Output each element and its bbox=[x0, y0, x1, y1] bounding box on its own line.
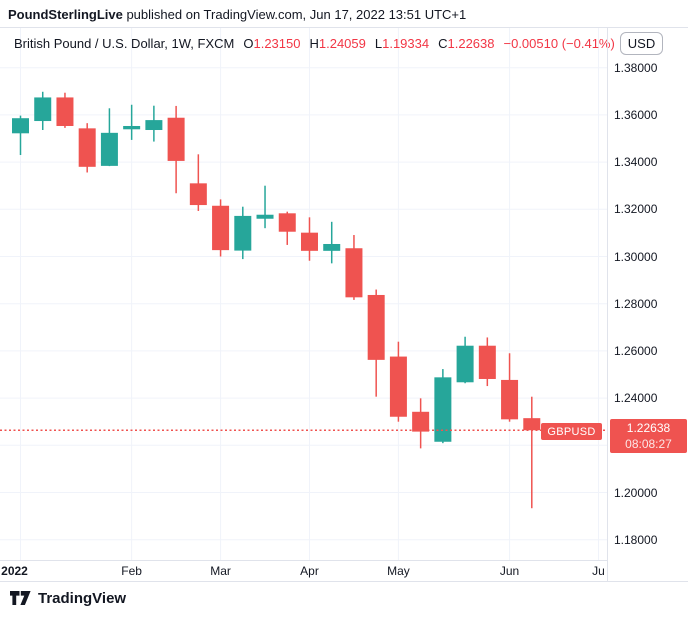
time-axis-label-2022: 2022 bbox=[1, 564, 28, 578]
price-axis-label: 1.20000 bbox=[614, 485, 658, 500]
chart-top-border bbox=[0, 27, 688, 28]
price-axis-label: 1.38000 bbox=[614, 60, 658, 75]
price-line-symbol-badge: GBPUSD bbox=[541, 423, 602, 441]
legend-c-value: C1.22638 bbox=[438, 36, 495, 51]
time-axis-label-apr: Apr bbox=[300, 564, 319, 578]
current-price-badge: 1.22638 08:08:27 bbox=[610, 419, 687, 454]
legend-ohlc-values: O1.23150 H1.24059 L1.19334 C1.22638 bbox=[243, 36, 494, 51]
current-price-value: 1.22638 bbox=[626, 421, 671, 436]
time-axis-label-feb: Feb bbox=[121, 564, 142, 578]
time-axis-border bbox=[0, 560, 607, 561]
time-axis-label-jun: Jun bbox=[499, 564, 520, 578]
legend-l-value: L1.19334 bbox=[374, 36, 430, 51]
price-axis-label: 1.32000 bbox=[614, 202, 658, 217]
legend-change: −0.00510 (−0.41%) bbox=[503, 36, 615, 51]
currency-toggle-button[interactable]: USD bbox=[620, 32, 663, 55]
publisher-name: PoundSterlingLive bbox=[8, 7, 123, 22]
tradingview-logo-link[interactable]: TradingView bbox=[10, 590, 126, 607]
symbol-title[interactable]: British Pound / U.S. Dollar, 1W, FXCM bbox=[14, 36, 235, 51]
price-axis-border bbox=[607, 27, 608, 582]
chart-bottom-border bbox=[0, 581, 688, 582]
price-axis-label: 1.18000 bbox=[614, 532, 658, 547]
price-axis-label: 1.34000 bbox=[614, 155, 658, 170]
time-axis-label-mar: Mar bbox=[210, 564, 231, 578]
price-axis-label: 1.26000 bbox=[614, 343, 658, 358]
publish-info: published on TradingView.com, Jun 17, 20… bbox=[122, 7, 467, 22]
price-axis[interactable]: 1.38000 1.36000 1.34000 1.32000 1.30000 1.280… bbox=[608, 28, 688, 560]
tradingview-icon bbox=[10, 591, 31, 605]
legend-h-value: H1.24059 bbox=[309, 36, 366, 51]
legend-o-value: O1.23150 bbox=[243, 36, 301, 51]
time-axis[interactable]: 2022 Feb Mar Apr May Jun Ju bbox=[0, 561, 688, 581]
tradingview-logo-text: TradingView bbox=[38, 590, 127, 607]
time-axis-label-ju: Ju bbox=[592, 564, 605, 578]
publish-header: PoundSterlingLive published on TradingVi… bbox=[8, 7, 466, 22]
bar-countdown: 08:08:27 bbox=[625, 437, 672, 452]
chart-legend: British Pound / U.S. Dollar, 1W, FXCM O1… bbox=[14, 36, 615, 51]
price-axis-label: 1.28000 bbox=[614, 296, 658, 311]
price-axis-label: 1.24000 bbox=[614, 391, 658, 406]
price-axis-label: 1.30000 bbox=[614, 249, 658, 264]
price-axis-label: 1.36000 bbox=[614, 107, 658, 122]
time-axis-label-may: May bbox=[387, 564, 410, 578]
